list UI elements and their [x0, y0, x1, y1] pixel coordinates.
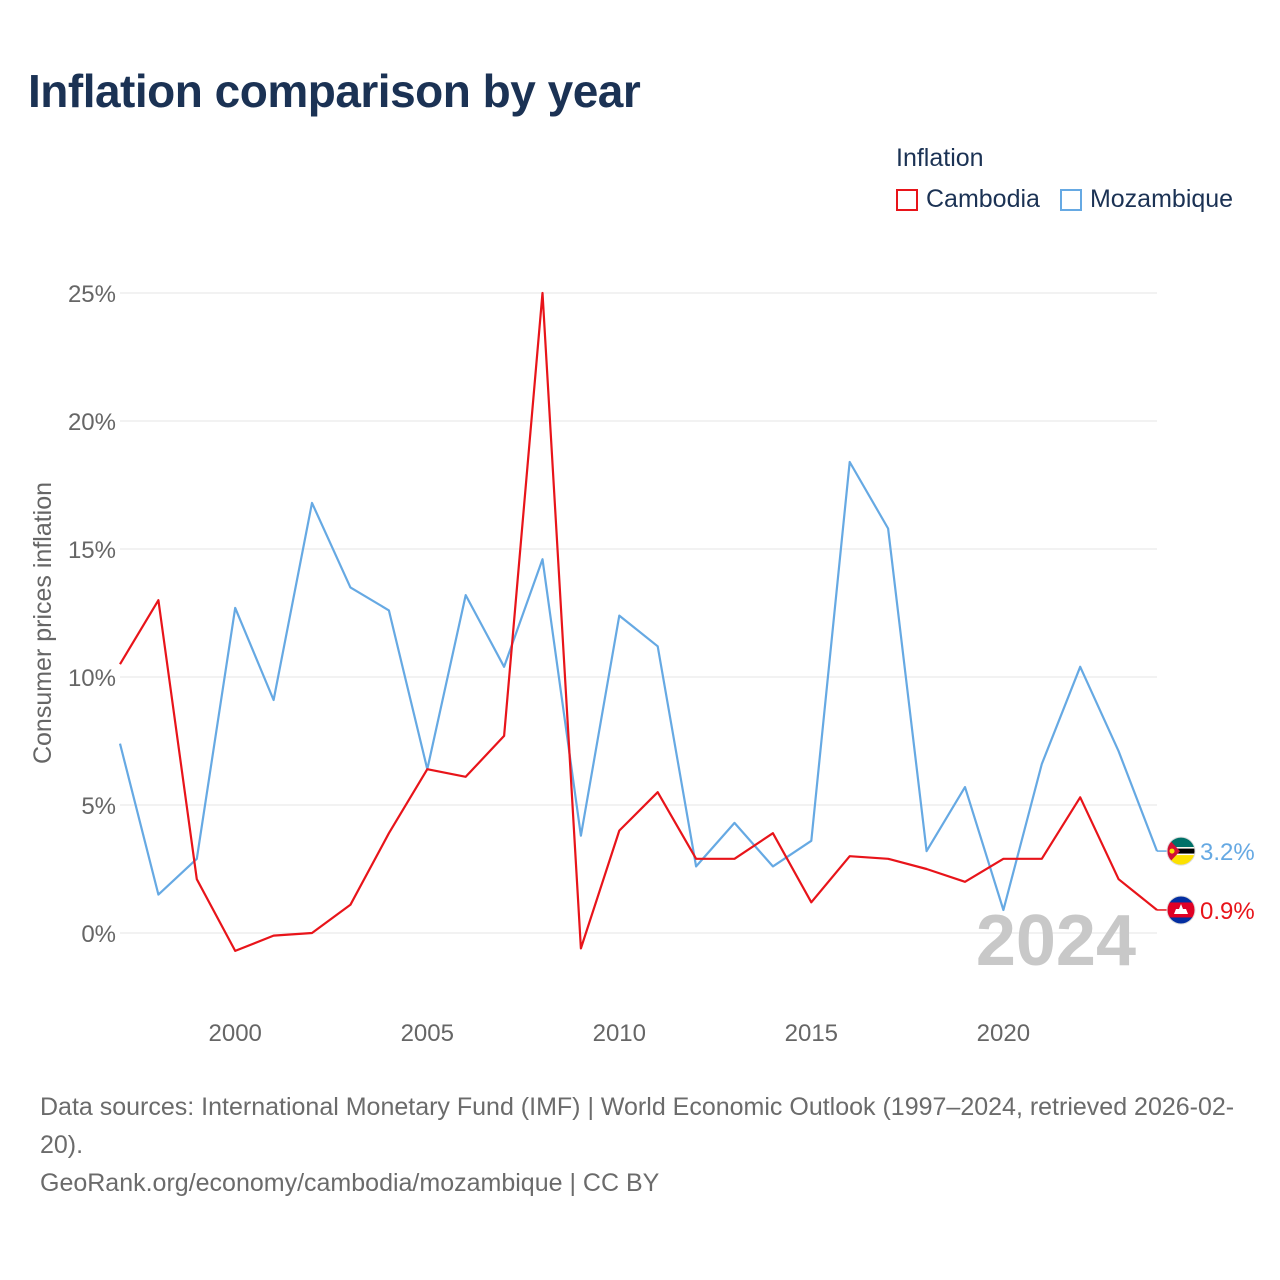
- y-tick-label: 20%: [68, 409, 116, 436]
- legend-label-cambodia: Cambodia: [926, 185, 1040, 213]
- data-sources: Data sources: International Monetary Fun…: [40, 1093, 1235, 1159]
- x-tick-label: 2015: [785, 1020, 838, 1047]
- legend-label-mozambique: Mozambique: [1089, 185, 1234, 213]
- legend-item-mozambique[interactable]: Mozambique: [1059, 185, 1234, 214]
- y-tick-label: 5%: [81, 793, 116, 820]
- y-tick-label: 10%: [68, 665, 116, 692]
- series-line-mozambique: [118, 460, 1159, 912]
- x-tick-label: 2005: [401, 1020, 454, 1047]
- end-value-label-cambodia: 0.9%: [1200, 898, 1255, 925]
- x-tick-label: 2010: [593, 1020, 646, 1047]
- x-tick-label: 2020: [977, 1020, 1030, 1047]
- legend-item-cambodia[interactable]: Cambodia: [896, 185, 1040, 214]
- year-label: 2024: [976, 901, 1136, 981]
- y-tick-label: 0%: [81, 921, 116, 948]
- y-axis-label: Consumer prices inflation: [29, 482, 57, 764]
- chart-title: Inflation comparison by year: [28, 65, 641, 117]
- legend-swatch-cambodia: [896, 188, 918, 211]
- legend-title: Inflation: [896, 144, 984, 172]
- y-tick-label: 15%: [68, 537, 116, 564]
- end-value-label-mozambique: 3.2%: [1200, 839, 1255, 866]
- credit-link[interactable]: GeoRank.org/economy/cambodia/mozambique …: [40, 1169, 660, 1197]
- cambodia-flag-icon: [1166, 895, 1196, 925]
- line-chart: 0% 5% 10% 15% 20% 25% 2000 2005 2010 2015 2020 Cons…: [29, 281, 1255, 1047]
- mozambique-flag-icon: [1166, 836, 1196, 866]
- y-tick-label: 25%: [68, 281, 116, 308]
- series-line-cambodia: [119, 291, 1158, 953]
- legend-swatch-mozambique: [1059, 188, 1082, 211]
- legend: Inflation Cambodia Mozambique: [896, 144, 1233, 214]
- x-tick-label: 2000: [209, 1020, 262, 1047]
- footer: Data sources: International Monetary Fun…: [40, 1088, 1245, 1202]
